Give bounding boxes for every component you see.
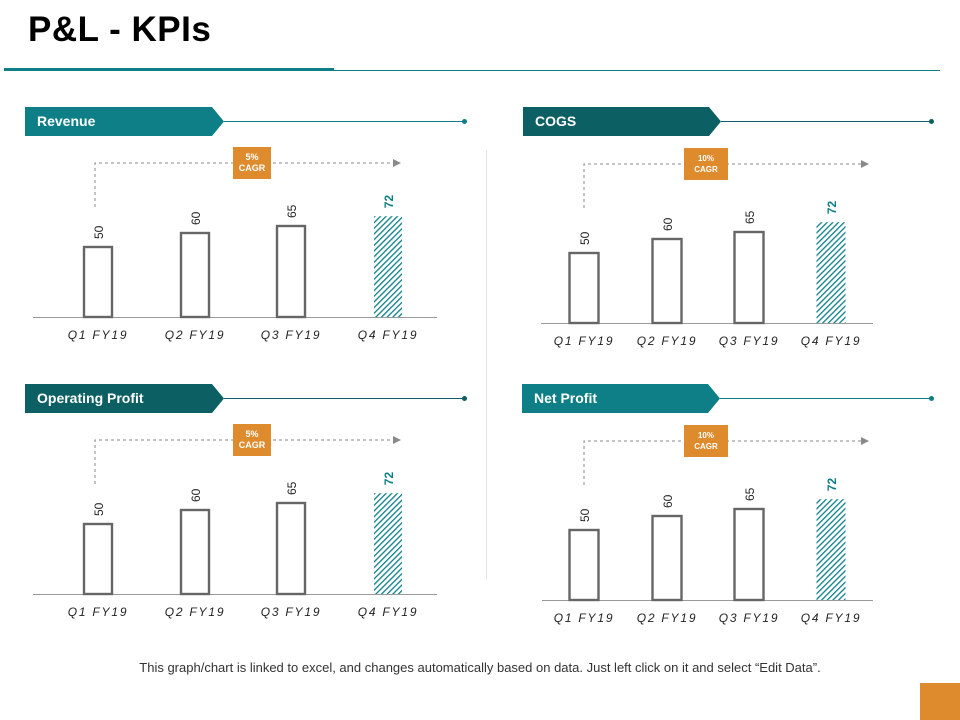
net-profit-bar-4 [816,499,846,600]
center-divider [486,150,487,580]
net-profit-banner-dot [929,396,934,401]
cogs-value-label-1: 50 [578,231,592,245]
cogs-bar-1 [568,251,600,325]
operating-profit-value-label-3: 65 [285,481,299,495]
operating-profit-bar-2 [179,508,211,596]
cogs-cagr-connector [583,163,861,208]
revenue-category-label-1: Q1 FY19 [68,328,129,342]
net-profit-value-label-3: 65 [743,487,757,501]
revenue-cagr-badge-text: CAGR [239,163,266,173]
cogs-banner: COGS [523,107,721,136]
revenue-panel: Revenue 5% CAGR 50 Q1 FY19 60 Q2 FY19 65 Q3 FY1… [25,107,470,357]
revenue-category-label-3: Q3 FY19 [261,328,322,342]
operating-profit-cagr-connector [94,439,393,484]
net-profit-cagr-badge-text: 10% [698,431,714,440]
revenue-category-label-2: Q2 FY19 [165,328,226,342]
operating-profit-banner-dot [462,396,467,401]
cogs-category-label-4: Q4 FY19 [801,334,862,348]
cogs-chart[interactable]: 10% CAGR 50 Q1 FY19 60 Q2 FY19 65 Q3 FY19 72 Q4 F… [523,107,938,357]
revenue-cagr-connector [94,162,393,207]
operating-profit-value-label-2: 60 [189,488,203,502]
cogs-category-label-3: Q3 FY19 [719,334,780,348]
revenue-cagr-arrow [393,159,401,167]
net-profit-chart[interactable]: 10% CAGR 50 Q1 FY19 60 Q2 FY19 65 Q3 FY19 72 Q4 F… [522,384,938,634]
net-profit-bar-2 [651,514,683,602]
net-profit-category-label-1: Q1 FY19 [554,611,615,625]
operating-profit-cagr-badge [233,424,271,456]
revenue-bar-1 [82,245,114,319]
revenue-value-label-3: 65 [285,204,299,218]
operating-profit-banner-line [224,398,464,399]
operating-profit-category-label-2: Q2 FY19 [165,605,226,619]
net-profit-banner: Net Profit [522,384,720,413]
revenue-value-label-1: 50 [92,225,106,239]
net-profit-bar-1 [568,528,600,602]
cogs-bar-2 [651,237,683,325]
operating-profit-bar-4 [374,493,402,594]
net-profit-value-label-1: 50 [578,508,592,522]
operating-profit-value-label-1: 50 [92,502,106,516]
net-profit-value-label-4: 72 [825,478,839,492]
revenue-banner-line [224,121,464,122]
operating-profit-panel: Operating Profit 5% CAGR 50 Q1 FY19 60 Q2 FY1… [25,384,470,634]
cogs-bar-3 [733,230,765,325]
net-profit-value-label-2: 60 [661,494,675,508]
net-profit-banner-line [720,398,931,399]
cogs-cagr-badge-text: 10% [698,154,714,163]
operating-profit-bar-3 [275,501,307,596]
net-profit-category-label-2: Q2 FY19 [637,611,698,625]
revenue-value-label-2: 60 [189,211,203,225]
net-profit-cagr-connector [583,440,861,485]
net-profit-bar-3 [733,507,765,602]
net-profit-panel: Net Profit 10% CAGR 50 Q1 FY19 60 Q2 FY19 65 Q3… [522,384,938,634]
net-profit-cagr-badge [684,425,728,457]
operating-profit-cagr-badge-text: CAGR [239,440,266,450]
operating-profit-value-label-4: 72 [382,472,396,486]
operating-profit-category-label-3: Q3 FY19 [261,605,322,619]
cogs-value-label-3: 65 [743,210,757,224]
revenue-bar-2 [179,231,211,319]
revenue-banner: Revenue [25,107,224,136]
title-underline [4,70,940,71]
revenue-chart[interactable]: 5%CAGR 50 Q1 FY19 60 Q2 FY19 65 Q3 FY19 72 Q4 FY… [25,107,470,357]
page-title: P&L - KPIs [28,10,212,49]
net-profit-cagr-badge-text: CAGR [694,442,718,451]
net-profit-category-label-3: Q3 FY19 [719,611,780,625]
operating-profit-bar-1 [82,522,114,596]
operating-profit-chart[interactable]: 5%CAGR 50 Q1 FY19 60 Q2 FY19 65 Q3 FY19 72 Q4 FY… [25,384,470,634]
cogs-banner-line [721,121,931,122]
net-profit-category-label-4: Q4 FY19 [801,611,862,625]
operating-profit-category-label-4: Q4 FY19 [358,605,419,619]
revenue-bar-4 [374,216,402,317]
cogs-cagr-badge [684,148,728,180]
title-underline-accent [4,68,334,71]
cogs-value-label-4: 72 [825,201,839,215]
net-profit-cagr-arrow [861,437,869,445]
revenue-cagr-badge-text: 5% [245,152,258,162]
operating-profit-cagr-arrow [393,436,401,444]
operating-profit-banner: Operating Profit [25,384,224,413]
corner-accent [920,683,960,720]
operating-profit-cagr-badge-text: 5% [245,429,258,439]
cogs-cagr-badge-text: CAGR [694,165,718,174]
cogs-cagr-arrow [861,160,869,168]
cogs-category-label-1: Q1 FY19 [554,334,615,348]
cogs-bar-4 [816,222,846,323]
revenue-value-label-4: 72 [382,195,396,209]
cogs-category-label-2: Q2 FY19 [637,334,698,348]
revenue-bar-3 [275,224,307,319]
cogs-panel: COGS 10% CAGR 50 Q1 FY19 60 Q2 FY19 65 Q3 FY19 7… [523,107,938,357]
revenue-category-label-4: Q4 FY19 [358,328,419,342]
cogs-value-label-2: 60 [661,217,675,231]
cogs-banner-dot [929,119,934,124]
revenue-cagr-badge [233,147,271,179]
revenue-banner-dot [462,119,467,124]
operating-profit-category-label-1: Q1 FY19 [68,605,129,619]
footnote: This graph/chart is linked to excel, and… [139,660,821,675]
